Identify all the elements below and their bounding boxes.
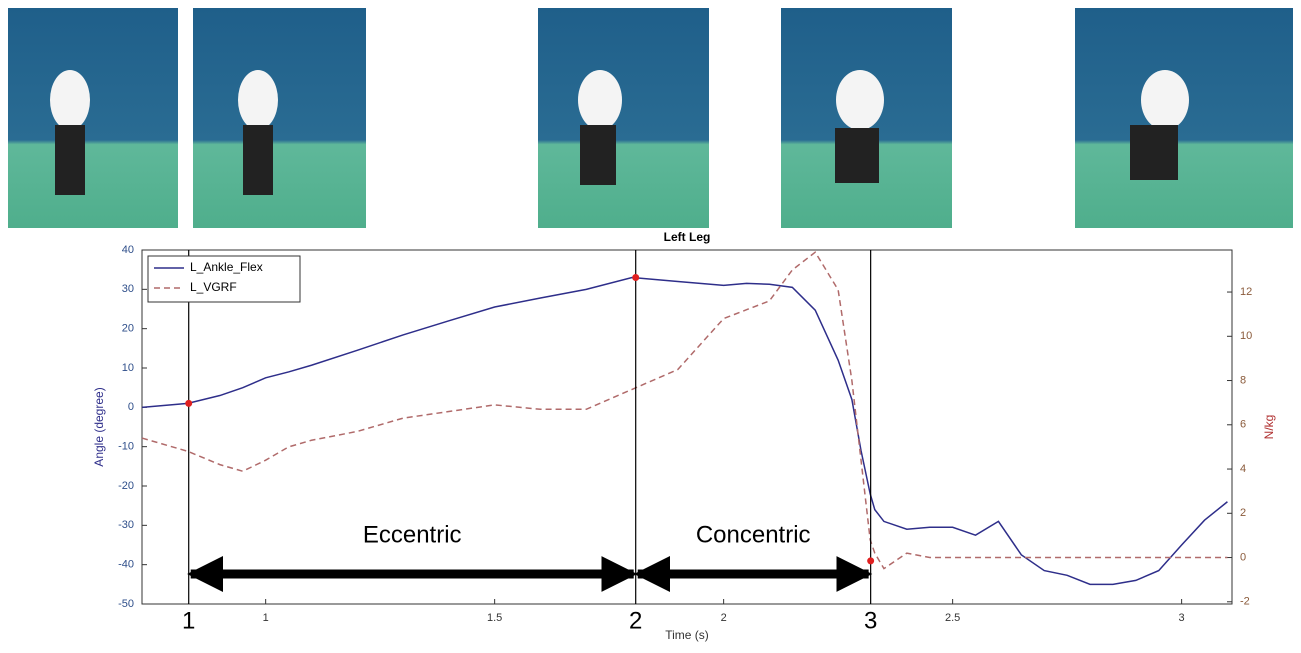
plot-frame	[141, 249, 1233, 605]
series-line	[141, 251, 1228, 570]
y2-tick-label: 10	[1240, 330, 1252, 342]
series-line	[141, 276, 1228, 586]
phase-label: 1	[182, 607, 195, 634]
y-tick-label: -10	[118, 441, 134, 453]
player-figures	[50, 70, 1189, 195]
phase-name: Concentric	[696, 521, 811, 548]
y-tick-label: -50	[118, 598, 134, 610]
y-tick-label: 0	[128, 401, 134, 413]
y-axis-label: Angle (degree)	[92, 387, 106, 466]
phase-point	[632, 274, 640, 282]
photos	[8, 8, 1293, 228]
legend-label: L_Ankle_Flex	[190, 260, 263, 274]
y-tick-label: -20	[118, 480, 134, 492]
legend-label: L_VGRF	[190, 280, 237, 294]
chart-title: Left Leg	[664, 230, 711, 244]
y2-tick-label: 4	[1240, 463, 1246, 475]
phase-label: 3	[864, 607, 877, 634]
y-tick-label: -30	[118, 519, 134, 531]
y2-tick-label: 2	[1240, 507, 1246, 519]
y2-tick-label: 8	[1240, 374, 1246, 386]
phase-label: 2	[629, 607, 642, 634]
phase-name: Eccentric	[363, 521, 462, 548]
x-tick-label: 3	[1179, 612, 1185, 624]
y2-tick-label: -2	[1240, 596, 1250, 608]
y-tick-label: 40	[122, 244, 134, 256]
x-tick-label: 2	[721, 612, 727, 624]
x-tick-label: 2.5	[945, 612, 960, 624]
photo	[538, 8, 709, 228]
y-tick-label: 10	[122, 362, 134, 374]
photo	[8, 8, 178, 228]
y2-tick-label: 0	[1240, 551, 1246, 563]
y2-axis-label: N/kg	[1262, 415, 1276, 440]
y2-tick-label: 12	[1240, 286, 1252, 298]
x-tick-label: 1	[263, 612, 269, 624]
photo	[193, 8, 366, 228]
phase-point	[867, 557, 875, 565]
x-tick-label: 1.5	[487, 612, 502, 624]
y-tick-label: 30	[122, 283, 134, 295]
y2-tick-label: 6	[1240, 419, 1246, 431]
y-tick-label: 20	[122, 323, 134, 335]
y-tick-label: -40	[118, 559, 134, 571]
x-axis-label: Time (s)	[665, 628, 709, 642]
legend-box	[147, 255, 301, 303]
phase-point	[185, 399, 193, 407]
